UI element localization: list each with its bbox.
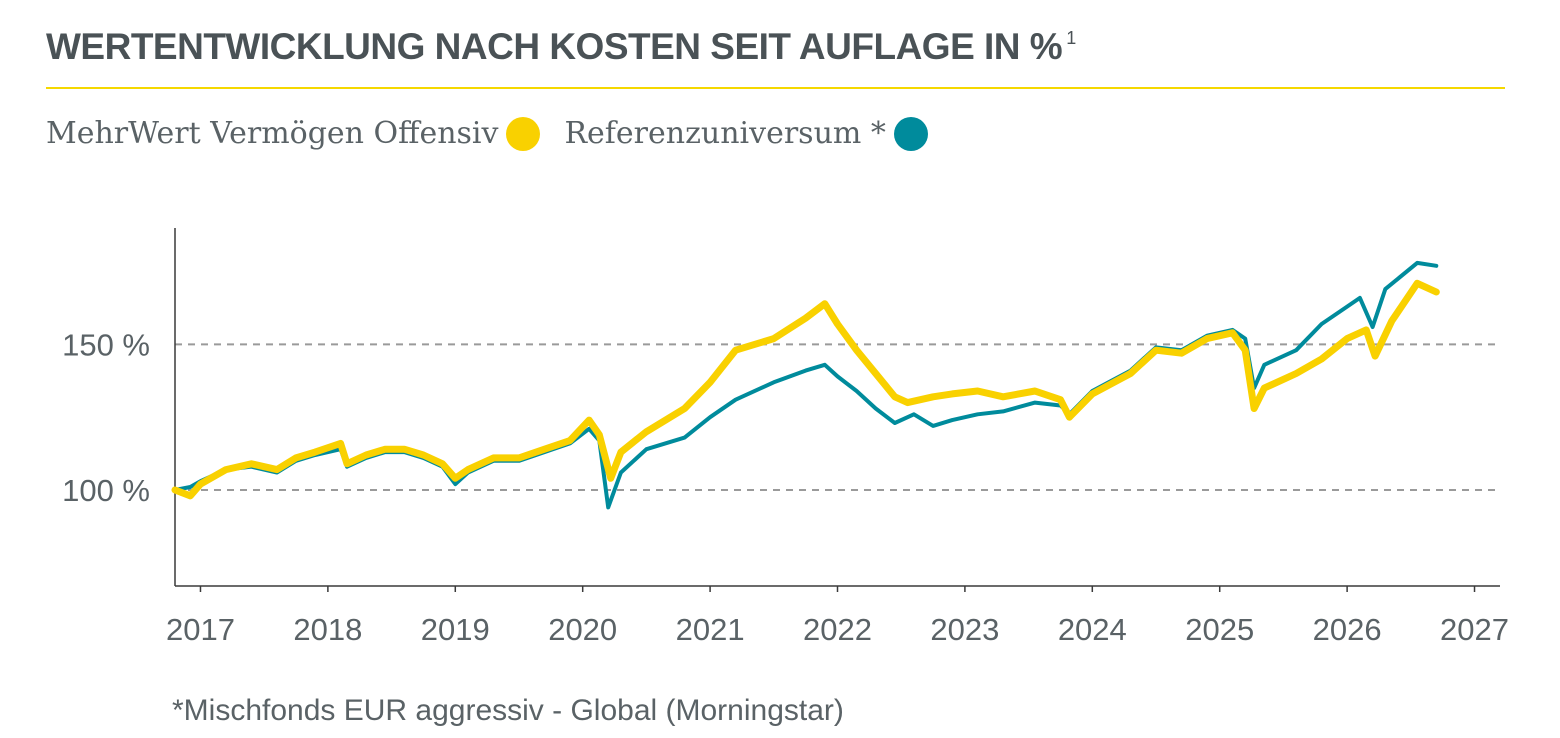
legend-item-fund: MehrWert Vermögen Offensiv (46, 116, 541, 151)
footnote: *Mischfonds EUR aggressiv - Global (Morn… (172, 694, 844, 727)
x-tick-label: 2020 (548, 612, 617, 647)
chart-title-text: WERTENTWICKLUNG NACH KOSTEN SEIT AUFLAGE… (46, 26, 1063, 67)
title-divider (46, 87, 1505, 89)
x-tick-label: 2021 (676, 612, 745, 647)
x-tick-label: 2017 (166, 612, 235, 647)
y-tick-label: 150 % (62, 327, 150, 362)
x-tick-label: 2018 (293, 612, 362, 647)
x-tick-label: 2026 (1313, 612, 1382, 647)
legend-swatch-fund (506, 116, 541, 151)
x-tick-label: 2024 (1058, 612, 1127, 647)
legend-label-benchmark: Referenzuniversum * (564, 116, 886, 151)
legend-label-fund: MehrWert Vermögen Offensiv (46, 116, 499, 151)
chart-legend: MehrWert Vermögen Offensiv Referenzunive… (46, 116, 952, 151)
legend-swatch-benchmark (893, 116, 928, 151)
legend-item-benchmark: Referenzuniversum * (564, 116, 928, 151)
chart-title: WERTENTWICKLUNG NACH KOSTEN SEIT AUFLAGE… (46, 26, 1076, 68)
title-footnote-marker: 1 (1066, 28, 1076, 48)
y-tick-label: 100 % (62, 473, 150, 508)
x-tick-label: 2022 (803, 612, 872, 647)
x-tick-label: 2023 (930, 612, 999, 647)
x-tick-label: 2019 (421, 612, 490, 647)
x-tick-label: 2025 (1185, 612, 1254, 647)
series-line-fund (171, 279, 1440, 500)
x-tick-label: 2027 (1440, 612, 1509, 647)
